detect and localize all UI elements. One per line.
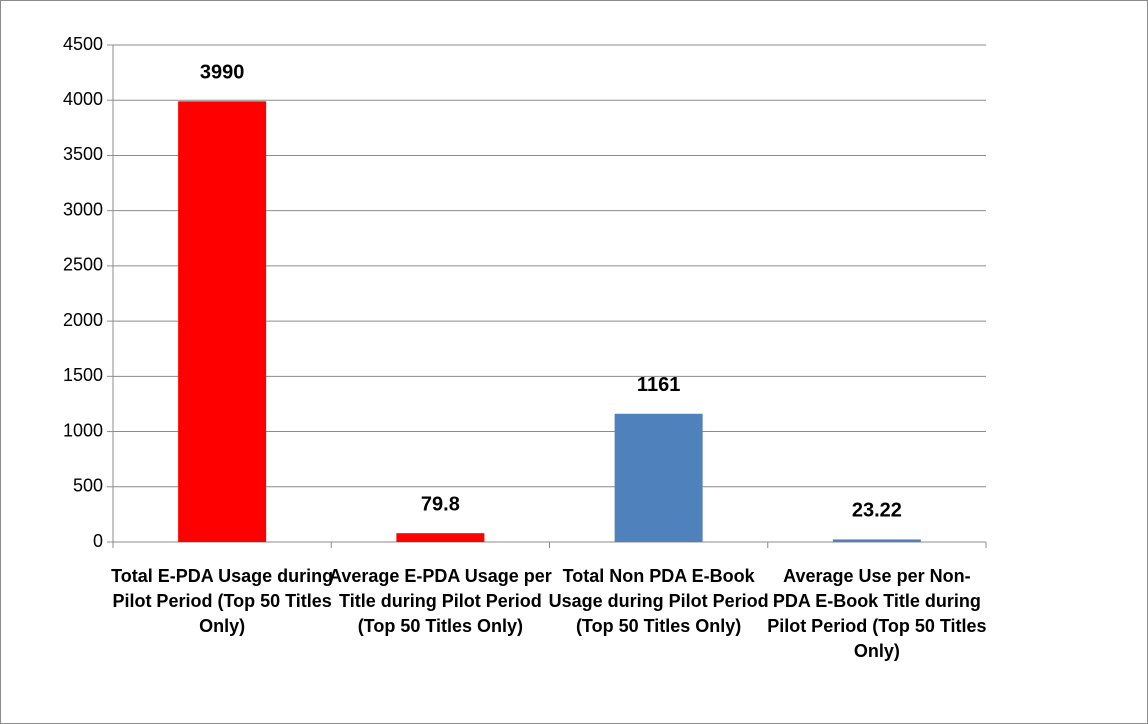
data-label: 79.8 bbox=[421, 493, 460, 515]
y-tick-label: 4000 bbox=[63, 89, 103, 109]
y-tick-label: 1000 bbox=[63, 420, 103, 440]
bar bbox=[396, 533, 485, 542]
y-tick-label: 3000 bbox=[63, 199, 103, 219]
x-tick-label: Average Use per Non-PDA E-Book Title dur… bbox=[767, 566, 987, 661]
bar bbox=[178, 101, 267, 543]
y-tick-label: 2500 bbox=[63, 255, 103, 275]
y-tick-label: 1500 bbox=[63, 365, 103, 385]
y-tick-label: 2000 bbox=[63, 310, 103, 330]
data-label: 23.22 bbox=[852, 500, 902, 522]
y-tick-label: 0 bbox=[93, 531, 103, 551]
y-tick-label: 4500 bbox=[63, 34, 103, 54]
bar bbox=[832, 539, 921, 542]
bar bbox=[614, 413, 703, 542]
x-tick-label: Average E-PDA Usage per Title during Pil… bbox=[329, 566, 552, 636]
x-tick-label: Total Non PDA E-Book Usage during Pilot … bbox=[548, 566, 769, 636]
data-label: 3990 bbox=[200, 62, 245, 84]
x-tick-label: Total E-PDA Usage during Pilot Period (T… bbox=[111, 566, 334, 636]
y-tick-label: 3500 bbox=[63, 144, 103, 164]
data-label: 1161 bbox=[637, 374, 680, 396]
y-tick-label: 500 bbox=[73, 476, 103, 496]
